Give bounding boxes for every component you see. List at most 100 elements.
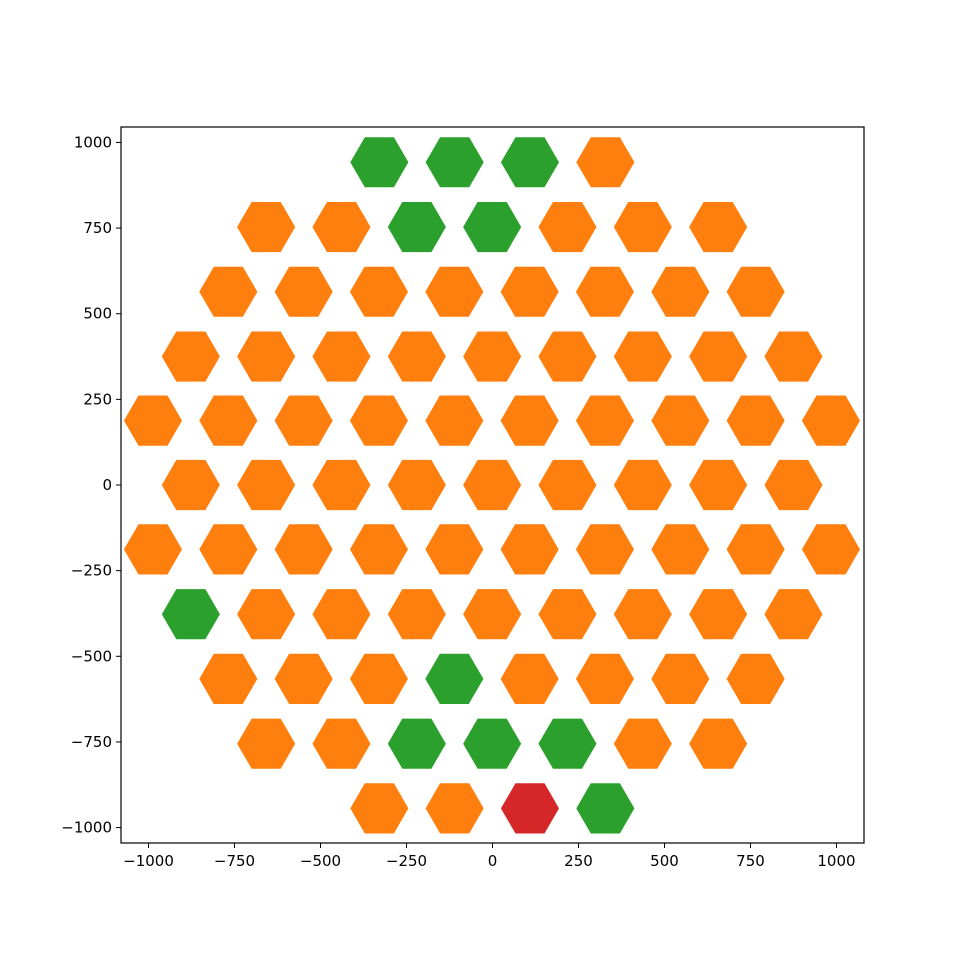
hex-cell-orange <box>651 653 710 704</box>
x-tick-label: 250 <box>564 852 593 870</box>
hex-cell-orange <box>350 783 409 834</box>
hex-cell-orange <box>613 718 672 769</box>
hex-cell-orange <box>349 266 408 317</box>
x-axis: −1000 −750 −500 −250 0 250 500 750 1000 <box>123 843 856 870</box>
x-tick-label: 1000 <box>817 852 855 870</box>
hex-cell-orange <box>199 653 258 704</box>
hex-cell-orange <box>575 524 634 575</box>
x-tick-label: −250 <box>386 852 427 870</box>
hex-cells <box>123 137 860 834</box>
hex-cell-orange <box>764 331 823 382</box>
hex-cell-orange <box>237 202 296 253</box>
hex-cell-green <box>463 718 522 769</box>
hex-cell-orange <box>538 459 597 511</box>
hex-cell-orange <box>689 589 748 640</box>
x-tick-label: 500 <box>650 852 679 870</box>
hex-cell-orange <box>726 395 785 446</box>
hex-cell-orange <box>613 589 672 640</box>
hex-cell-orange <box>689 459 748 511</box>
hex-cell-orange <box>123 524 182 575</box>
hex-cell-orange <box>349 524 408 575</box>
y-tick-label: 1000 <box>74 133 112 151</box>
hex-cell-orange <box>576 137 635 188</box>
hex-cell-orange <box>575 395 634 446</box>
hex-cell-orange <box>387 331 446 382</box>
hex-cell-orange <box>199 395 258 446</box>
hex-cell-orange <box>312 331 371 382</box>
hex-cell-orange <box>538 202 597 253</box>
hex-cell-orange <box>613 331 672 382</box>
hex-cell-orange <box>801 395 860 446</box>
hex-cell-orange <box>274 266 333 317</box>
hex-cell-orange <box>274 653 333 704</box>
hex-cell-orange <box>689 202 748 253</box>
hex-cell-orange <box>500 395 559 446</box>
y-axis: −1000 −750 −500 −250 0 250 500 750 1000 <box>61 133 121 837</box>
hex-cell-orange <box>425 395 484 446</box>
x-tick-label: 750 <box>736 852 765 870</box>
hex-cell-orange <box>651 266 710 317</box>
hex-cell-green <box>576 783 635 834</box>
hex-cell-orange <box>726 266 785 317</box>
hex-cell-orange <box>161 459 220 511</box>
hex-cell-orange <box>349 653 408 704</box>
y-tick-label: 0 <box>102 476 112 494</box>
hex-cell-orange <box>463 589 522 640</box>
hex-cell-green <box>387 718 446 769</box>
hex-cell-red <box>500 783 559 834</box>
hex-cell-orange <box>726 524 785 575</box>
hex-cell-orange <box>575 266 634 317</box>
hex-cell-green <box>161 589 220 640</box>
hex-cell-orange <box>425 266 484 317</box>
hex-cell-orange <box>651 395 710 446</box>
hex-cell-orange <box>463 331 522 382</box>
hex-cell-orange <box>237 331 296 382</box>
hex-cell-orange <box>199 266 258 317</box>
y-tick-label: −1000 <box>61 819 112 837</box>
hex-cell-orange <box>538 589 597 640</box>
y-tick-label: −750 <box>71 733 112 751</box>
hex-cell-orange <box>387 589 446 640</box>
hex-cell-green <box>500 137 559 188</box>
hex-cell-orange <box>312 589 371 640</box>
hex-cell-green <box>387 202 446 253</box>
hex-cell-orange <box>500 266 559 317</box>
hex-cell-orange <box>274 524 333 575</box>
hex-cell-orange <box>500 653 559 704</box>
hex-cell-green <box>463 202 522 253</box>
hex-cell-orange <box>801 524 860 575</box>
hex-cell-orange <box>425 524 484 575</box>
hex-cell-orange <box>538 331 597 382</box>
hex-cell-orange <box>161 331 220 382</box>
hex-cell-orange <box>237 589 296 640</box>
hex-cell-orange <box>425 783 484 834</box>
hex-cell-green <box>350 137 409 188</box>
hex-cell-orange <box>312 459 371 511</box>
hex-cell-orange <box>312 202 371 253</box>
hex-cell-orange <box>500 524 559 575</box>
x-tick-label: 0 <box>488 852 498 870</box>
x-tick-label: −500 <box>300 852 341 870</box>
x-tick-label: −750 <box>214 852 255 870</box>
hex-cell-orange <box>237 459 296 511</box>
hex-cell-orange <box>689 718 748 769</box>
hex-cell-orange <box>123 395 182 446</box>
hex-cell-orange <box>237 718 296 769</box>
hex-cell-orange <box>387 459 446 511</box>
y-tick-label: 750 <box>83 219 112 237</box>
hex-cell-orange <box>312 718 371 769</box>
y-tick-label: −500 <box>71 647 112 665</box>
hex-cell-orange <box>613 459 672 511</box>
hex-cell-orange <box>764 589 823 640</box>
hex-cell-orange <box>463 459 522 511</box>
hex-cell-green <box>538 718 597 769</box>
hex-cell-orange <box>764 459 823 511</box>
y-tick-label: 500 <box>83 305 112 323</box>
hex-cell-green <box>425 653 484 704</box>
hex-cell-green <box>425 137 484 188</box>
hex-cell-orange <box>575 653 634 704</box>
hex-cell-orange <box>613 202 672 253</box>
hex-cell-orange <box>689 331 748 382</box>
hex-cell-orange <box>349 395 408 446</box>
